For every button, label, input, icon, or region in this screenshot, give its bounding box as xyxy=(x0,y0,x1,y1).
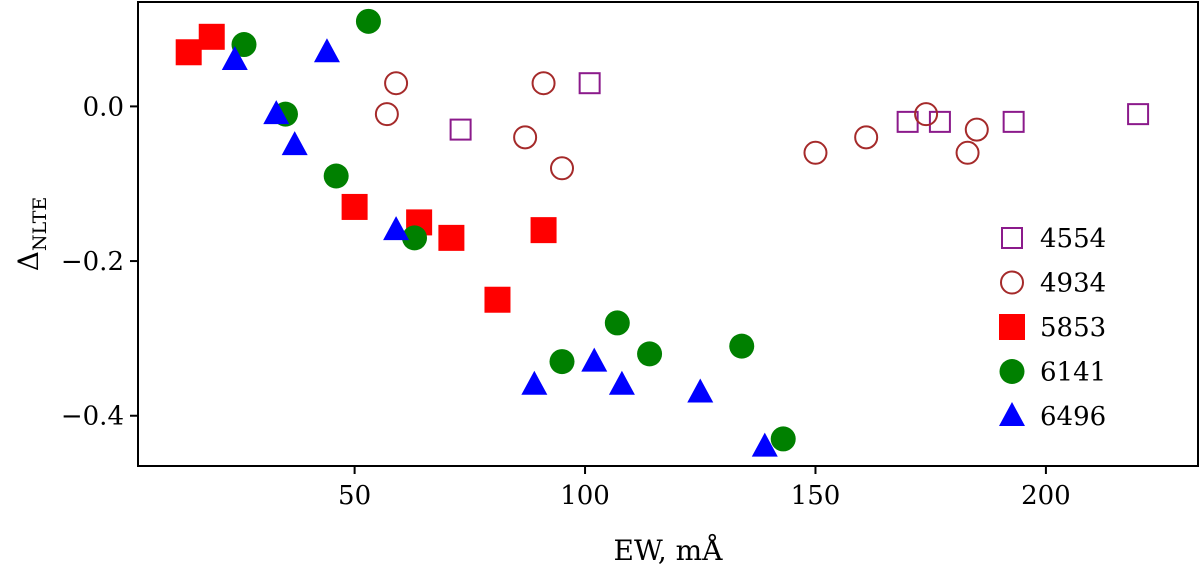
point-6496 xyxy=(608,370,635,395)
point-4554 xyxy=(928,110,951,133)
point-5853 xyxy=(341,193,368,220)
point-6141 xyxy=(231,32,257,58)
point-6141 xyxy=(549,349,575,375)
y-axis-label: ΔNLTE xyxy=(12,197,51,271)
x-tick-label: 150 xyxy=(791,481,841,511)
plot-area xyxy=(137,1,1199,467)
point-4934 xyxy=(914,102,939,127)
legend-label-4554: 4554 xyxy=(1040,224,1106,254)
legend-label-6141: 6141 xyxy=(1040,358,1106,388)
y-tick-label: 0.0 xyxy=(83,92,124,122)
point-6496 xyxy=(313,38,340,63)
point-4934 xyxy=(531,71,556,96)
x-tick-label: 100 xyxy=(560,481,610,511)
point-4934 xyxy=(550,156,574,181)
point-6496 xyxy=(521,370,548,395)
point-6141 xyxy=(729,333,755,359)
point-5853 xyxy=(175,39,202,66)
point-6141 xyxy=(355,8,381,34)
svg-text:ΔNLTE: ΔNLTE xyxy=(12,197,51,271)
point-6496 xyxy=(687,378,714,403)
point-4554 xyxy=(449,118,472,141)
point-5853 xyxy=(198,23,225,50)
legend-label-6496: 6496 xyxy=(1040,402,1106,432)
point-4934 xyxy=(955,140,980,165)
point-5853 xyxy=(484,286,511,313)
y-tick-label: −0.2 xyxy=(61,247,124,277)
x-tick-label: 200 xyxy=(1021,481,1071,511)
point-6496 xyxy=(581,347,608,372)
point-6496 xyxy=(383,216,410,241)
point-4554 xyxy=(1002,110,1025,133)
point-6496 xyxy=(751,432,778,457)
legend-marker-5853 xyxy=(999,314,1025,340)
legend-marker-4934 xyxy=(1000,270,1024,295)
point-5853 xyxy=(438,224,465,251)
legend-marker-6141 xyxy=(999,359,1025,384)
point-6141 xyxy=(637,341,663,367)
point-4934 xyxy=(964,117,989,142)
axis-ticks: 50 100 150 200 0.0 −0.2 −0.4 xyxy=(61,92,1071,511)
point-6141 xyxy=(770,426,796,452)
point-4934 xyxy=(854,125,879,150)
point-4554 xyxy=(1127,103,1150,126)
legend-label-4934: 4934 xyxy=(1040,269,1106,299)
point-4934 xyxy=(513,125,538,150)
point-6496 xyxy=(281,131,308,156)
point-4934 xyxy=(384,71,409,96)
y-axis-label-sub: NLTE xyxy=(29,197,51,251)
point-4934 xyxy=(374,102,399,127)
y-axis-label-main: Δ xyxy=(12,251,45,271)
point-4554 xyxy=(578,72,601,95)
point-5853 xyxy=(530,217,557,244)
point-6496 xyxy=(221,46,248,70)
legend-marker-6496 xyxy=(999,402,1025,426)
legend-label-5853: 5853 xyxy=(1040,313,1106,343)
x-axis-label: EW, mÅ xyxy=(614,534,724,567)
legend: 4554 4934 5853 6141 6496 xyxy=(999,224,1106,432)
y-tick-label: −0.4 xyxy=(61,402,124,432)
point-6141 xyxy=(323,163,349,189)
legend-marker-4554 xyxy=(1001,227,1023,249)
point-6141 xyxy=(402,225,428,251)
point-4934 xyxy=(803,140,828,165)
point-6141 xyxy=(604,310,630,336)
point-6496 xyxy=(263,100,290,125)
x-tick-label: 50 xyxy=(338,481,371,511)
data-points xyxy=(175,8,1150,457)
